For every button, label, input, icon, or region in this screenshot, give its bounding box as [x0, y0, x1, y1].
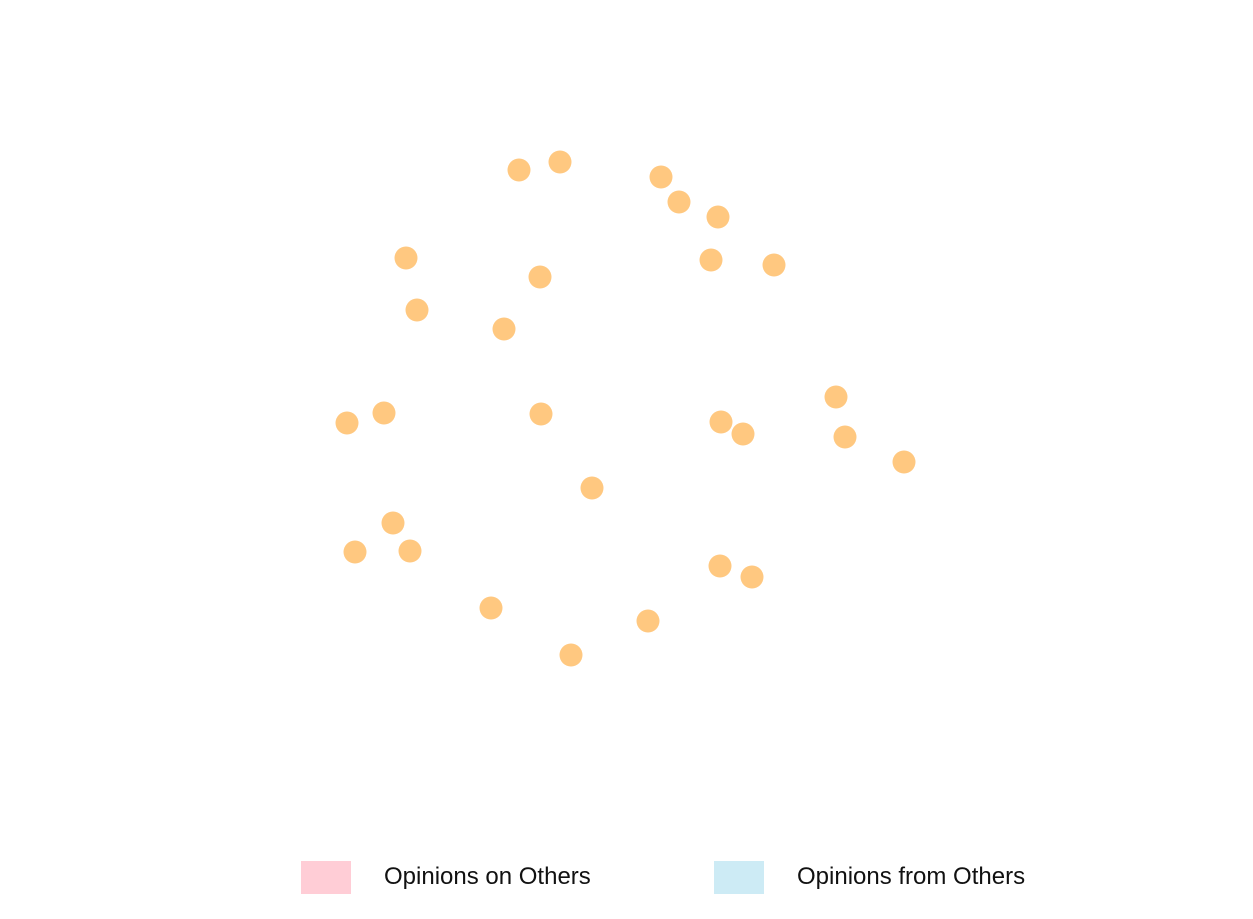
graph-node-n25[interactable]	[740, 565, 764, 589]
graph-node-n12[interactable]	[335, 411, 359, 435]
graph-node-n21[interactable]	[381, 511, 405, 535]
legend-label: Opinions from Others	[797, 863, 1026, 890]
graph-node-n13[interactable]	[372, 401, 396, 425]
graph-node-n20[interactable]	[580, 476, 604, 500]
graph-node-n26[interactable]	[479, 596, 503, 620]
graph-node-n23[interactable]	[398, 539, 422, 563]
graph-node-n5[interactable]	[706, 205, 730, 229]
graph-node-n16[interactable]	[731, 422, 755, 446]
graph-node-n15[interactable]	[709, 410, 733, 434]
graph-node-n22[interactable]	[343, 540, 367, 564]
graph-node-n27[interactable]	[636, 609, 660, 633]
legend-swatch-blue	[714, 860, 764, 894]
graph-node-n24[interactable]	[708, 554, 732, 578]
graph-node-n19[interactable]	[892, 450, 916, 474]
legend-label: Opinions on Others	[384, 863, 591, 890]
graph-node-n10[interactable]	[405, 298, 429, 322]
graph-node-n7[interactable]	[528, 265, 552, 289]
graph-node-n14[interactable]	[529, 402, 553, 426]
graph-node-n18[interactable]	[833, 425, 857, 449]
graph-node-n2[interactable]	[548, 150, 572, 174]
legend-item-opinions-on-others[interactable]: Opinions on Others	[301, 860, 591, 894]
legend: Opinions on Others Opinions from Others	[0, 850, 1253, 905]
network-graph	[335, 150, 916, 667]
legend-swatch-pink	[301, 860, 351, 894]
graph-node-n6[interactable]	[394, 246, 418, 270]
legend-item-opinions-from-others[interactable]: Opinions from Others	[714, 860, 1025, 894]
graph-node-n28[interactable]	[559, 643, 583, 667]
graph-node-n11[interactable]	[492, 317, 516, 341]
graph-node-n8[interactable]	[699, 248, 723, 272]
graph-node-n9[interactable]	[762, 253, 786, 277]
graph-node-n3[interactable]	[649, 165, 673, 189]
graph-node-n4[interactable]	[667, 190, 691, 214]
graph-node-n1[interactable]	[507, 158, 531, 182]
graph-node-n17[interactable]	[824, 385, 848, 409]
